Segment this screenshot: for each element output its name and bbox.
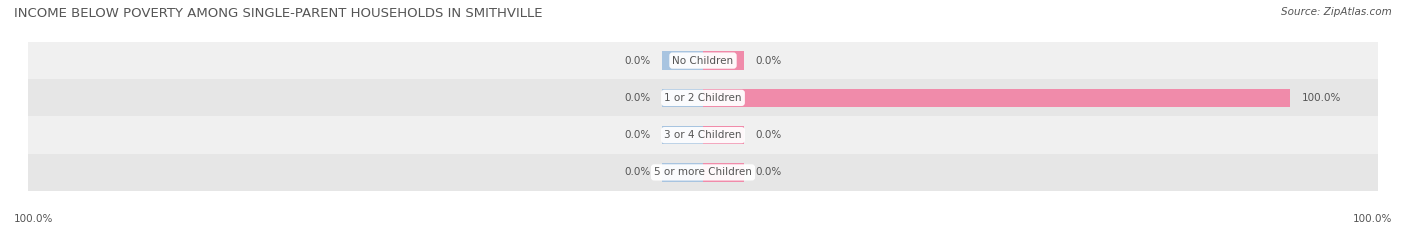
Text: INCOME BELOW POVERTY AMONG SINGLE-PARENT HOUSEHOLDS IN SMITHVILLE: INCOME BELOW POVERTY AMONG SINGLE-PARENT… [14, 7, 543, 20]
Text: 5 or more Children: 5 or more Children [654, 168, 752, 177]
Text: 0.0%: 0.0% [624, 93, 650, 103]
Bar [662, 126, 703, 144]
Text: 0.0%: 0.0% [756, 168, 782, 177]
Bar [662, 51, 703, 70]
Bar [662, 163, 703, 182]
Text: 100.0%: 100.0% [14, 214, 53, 224]
Text: 0.0%: 0.0% [624, 168, 650, 177]
Text: 0.0%: 0.0% [756, 56, 782, 65]
Text: 1 or 2 Children: 1 or 2 Children [664, 93, 742, 103]
Text: 0.0%: 0.0% [624, 130, 650, 140]
Bar [28, 154, 1378, 191]
Text: 100.0%: 100.0% [1302, 93, 1341, 103]
Bar [703, 126, 744, 144]
Bar [28, 116, 1378, 154]
Bar [703, 89, 1289, 107]
Text: 3 or 4 Children: 3 or 4 Children [664, 130, 742, 140]
Text: 0.0%: 0.0% [624, 56, 650, 65]
Text: No Children: No Children [672, 56, 734, 65]
Text: 100.0%: 100.0% [1353, 214, 1392, 224]
Bar [703, 163, 744, 182]
Bar [28, 42, 1378, 79]
Text: 0.0%: 0.0% [756, 130, 782, 140]
Bar [662, 89, 703, 107]
Text: Source: ZipAtlas.com: Source: ZipAtlas.com [1281, 7, 1392, 17]
Bar [28, 79, 1378, 116]
Bar [703, 51, 744, 70]
